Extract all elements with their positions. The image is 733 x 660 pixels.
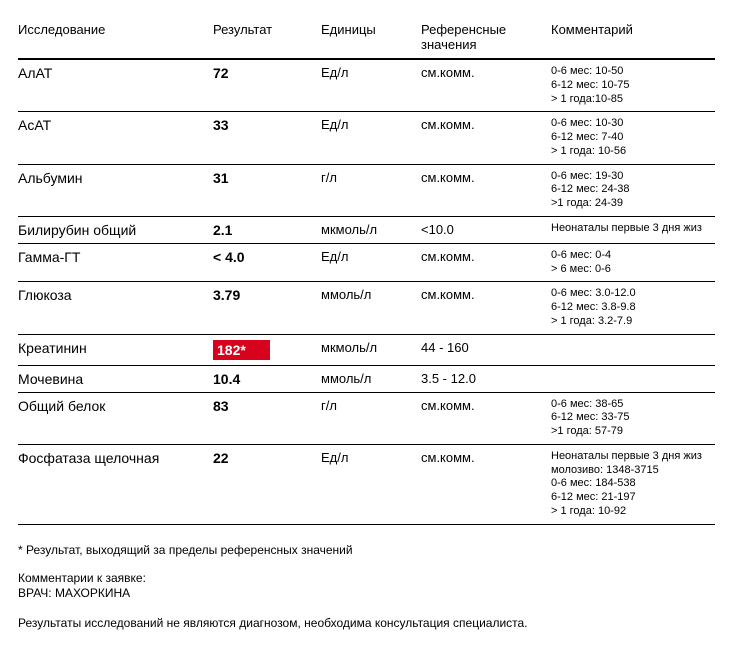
comment-cell xyxy=(551,334,715,365)
comments-block: Комментарии к заявке: ВРАЧ: МАХОРКИНА xyxy=(18,571,715,602)
comment-line: > 6 мес: 0-6 xyxy=(551,263,711,277)
table-row: АлАТ72Ед/лсм.комм.0-6 мес: 10-506-12 мес… xyxy=(18,59,715,112)
abnormal-badge: 182* xyxy=(213,340,270,360)
table-row: АсАТ33Ед/лсм.комм.0-6 мес: 10-306-12 мес… xyxy=(18,112,715,164)
comment-line: молозиво: 1348-3715 xyxy=(551,464,711,478)
test-name: Глюкоза xyxy=(18,282,213,334)
comment-line: 0-6 мес: 10-30 xyxy=(551,117,711,131)
lab-results-table: Исследование Результат Единицы Референсн… xyxy=(18,16,715,525)
comment-line: 6-12 мес: 3.8-9.8 xyxy=(551,301,711,315)
unit-value: мкмоль/л xyxy=(321,334,421,365)
reference-value: см.комм. xyxy=(421,444,551,524)
footnote-asterisk: * Результат, выходящий за пределы рефере… xyxy=(18,543,715,557)
header-result: Результат xyxy=(213,16,321,59)
header-comment: Комментарий xyxy=(551,16,715,59)
reference-value: 3.5 - 12.0 xyxy=(421,365,551,392)
comment-line: 0-6 мес: 19-30 xyxy=(551,170,711,184)
unit-value: ммоль/л xyxy=(321,365,421,392)
comment-line: > 1 года: 10-56 xyxy=(551,145,711,159)
table-row: Мочевина10.4ммоль/л3.5 - 12.0 xyxy=(18,365,715,392)
unit-value: г/л xyxy=(321,164,421,216)
result-value: 31 xyxy=(213,164,321,216)
comment-line: >1 года: 24-39 xyxy=(551,197,711,211)
test-name: Гамма-ГТ xyxy=(18,243,213,282)
result-value: 22 xyxy=(213,444,321,524)
header-test: Исследование xyxy=(18,16,213,59)
test-name: Креатинин xyxy=(18,334,213,365)
test-name: Мочевина xyxy=(18,365,213,392)
unit-value: ммоль/л xyxy=(321,282,421,334)
comment-cell xyxy=(551,365,715,392)
comment-cell: 0-6 мес: 0-4> 6 мес: 0-6 xyxy=(551,243,715,282)
reference-value: см.комм. xyxy=(421,392,551,444)
table-row: Глюкоза3.79ммоль/лсм.комм.0-6 мес: 3.0-1… xyxy=(18,282,715,334)
comment-line: 6-12 мес: 24-38 xyxy=(551,183,711,197)
test-name: Альбумин xyxy=(18,164,213,216)
table-row: Альбумин31г/лсм.комм.0-6 мес: 19-306-12 … xyxy=(18,164,715,216)
comment-cell: 0-6 мес: 10-506-12 мес: 10-75> 1 года:10… xyxy=(551,59,715,112)
reference-value: см.комм. xyxy=(421,112,551,164)
test-name: Фосфатаза щелочная xyxy=(18,444,213,524)
result-value: 3.79 xyxy=(213,282,321,334)
reference-value: см.комм. xyxy=(421,164,551,216)
test-name: АлАТ xyxy=(18,59,213,112)
unit-value: Ед/л xyxy=(321,59,421,112)
header-ref: Референсные значения xyxy=(421,16,551,59)
comment-cell: 0-6 мес: 3.0-12.06-12 мес: 3.8-9.8> 1 го… xyxy=(551,282,715,334)
unit-value: г/л xyxy=(321,392,421,444)
comment-cell: 0-6 мес: 19-306-12 мес: 24-38>1 года: 24… xyxy=(551,164,715,216)
reference-value: <10.0 xyxy=(421,216,551,243)
comment-line: Неонаталы первые 3 дня жиз xyxy=(551,222,711,236)
unit-value: Ед/л xyxy=(321,444,421,524)
comment-line: > 1 года: 10-92 xyxy=(551,505,711,519)
test-name: Общий белок xyxy=(18,392,213,444)
comment-line: 0-6 мес: 184-538 xyxy=(551,477,711,491)
unit-value: Ед/л xyxy=(321,112,421,164)
comment-line: > 1 года: 3.2-7.9 xyxy=(551,315,711,329)
header-unit: Единицы xyxy=(321,16,421,59)
comment-cell: Неонаталы первые 3 дня жизмолозиво: 1348… xyxy=(551,444,715,524)
reference-value: см.комм. xyxy=(421,59,551,112)
comment-line: 6-12 мес: 10-75 xyxy=(551,79,711,93)
table-row: Гамма-ГТ< 4.0Ед/лсм.комм.0-6 мес: 0-4> 6… xyxy=(18,243,715,282)
comment-cell: Неонаталы первые 3 дня жиз xyxy=(551,216,715,243)
test-name: АсАТ xyxy=(18,112,213,164)
result-value: 33 xyxy=(213,112,321,164)
comment-line: 6-12 мес: 7-40 xyxy=(551,131,711,145)
reference-value: см.комм. xyxy=(421,282,551,334)
comment-line: 0-6 мес: 10-50 xyxy=(551,65,711,79)
comment-line: 6-12 мес: 33-75 xyxy=(551,411,711,425)
table-row: Креатинин182* мкмоль/л44 - 160 xyxy=(18,334,715,365)
comments-label: Комментарии к заявке: xyxy=(18,571,715,587)
comment-line: 0-6 мес: 3.0-12.0 xyxy=(551,287,711,301)
disclaimer: Результаты исследований не являются диаг… xyxy=(18,616,715,630)
comment-line: >1 года: 57-79 xyxy=(551,425,711,439)
reference-value: 44 - 160 xyxy=(421,334,551,365)
comment-line: Неонаталы первые 3 дня жиз xyxy=(551,450,711,464)
result-value: 83 xyxy=(213,392,321,444)
unit-value: мкмоль/л xyxy=(321,216,421,243)
comment-line: 6-12 мес: 21-197 xyxy=(551,491,711,505)
footnotes: * Результат, выходящий за пределы рефере… xyxy=(18,543,715,630)
result-value: < 4.0 xyxy=(213,243,321,282)
doctor-line: ВРАЧ: МАХОРКИНА xyxy=(18,586,715,602)
result-value: 182* xyxy=(213,334,321,365)
result-value: 72 xyxy=(213,59,321,112)
reference-value: см.комм. xyxy=(421,243,551,282)
result-value: 10.4 xyxy=(213,365,321,392)
comment-line: 0-6 мес: 0-4 xyxy=(551,249,711,263)
table-row: Фосфатаза щелочная22Ед/лсм.комм.Неонатал… xyxy=(18,444,715,524)
test-name: Билирубин общий xyxy=(18,216,213,243)
comment-line: 0-6 мес: 38-65 xyxy=(551,398,711,412)
comment-line: > 1 года:10-85 xyxy=(551,93,711,107)
header-row: Исследование Результат Единицы Референсн… xyxy=(18,16,715,59)
unit-value: Ед/л xyxy=(321,243,421,282)
comment-cell: 0-6 мес: 10-306-12 мес: 7-40> 1 года: 10… xyxy=(551,112,715,164)
table-row: Билирубин общий2.1мкмоль/л<10.0Неонаталы… xyxy=(18,216,715,243)
table-row: Общий белок83г/лсм.комм.0-6 мес: 38-656-… xyxy=(18,392,715,444)
comment-cell: 0-6 мес: 38-656-12 мес: 33-75>1 года: 57… xyxy=(551,392,715,444)
result-value: 2.1 xyxy=(213,216,321,243)
